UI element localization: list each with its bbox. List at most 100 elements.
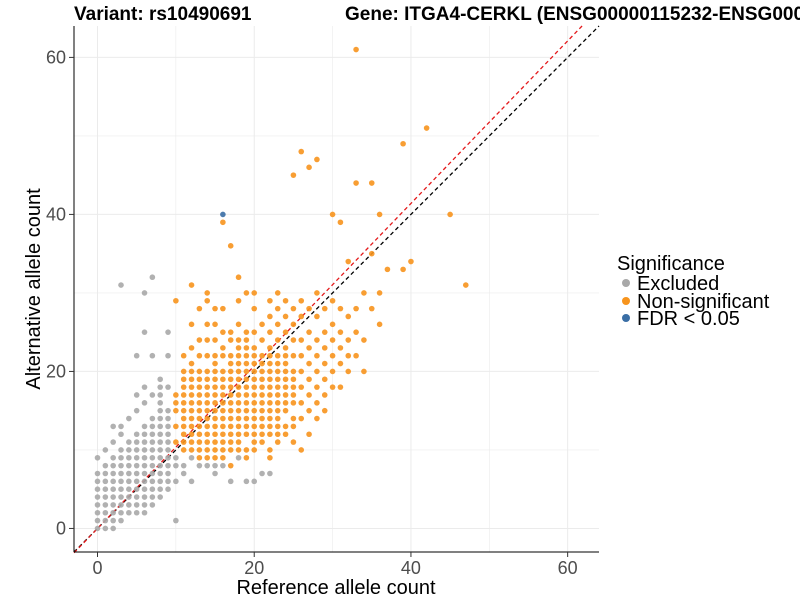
point-non-significant [243, 454, 250, 461]
point-non-significant [274, 368, 281, 375]
point-non-significant [345, 337, 352, 343]
point-non-significant [235, 376, 242, 383]
point-non-significant [173, 392, 179, 398]
point-non-significant [227, 360, 234, 367]
point-non-significant [235, 400, 242, 406]
point-excluded [157, 462, 163, 469]
point-non-significant [314, 337, 320, 343]
point-non-significant [243, 345, 250, 351]
point-non-significant [259, 423, 265, 430]
point-excluded [157, 447, 163, 453]
point-non-significant [235, 415, 242, 422]
y-tick-label: 60 [46, 47, 66, 67]
point-non-significant [220, 329, 226, 335]
point-non-significant [235, 297, 242, 304]
point-non-significant [180, 400, 187, 406]
point-non-significant [314, 384, 320, 390]
point-non-significant [274, 439, 281, 445]
point-non-significant [329, 384, 336, 390]
point-non-significant [251, 290, 258, 296]
point-non-significant [267, 454, 273, 461]
point-excluded [173, 454, 179, 461]
point-non-significant [251, 352, 258, 359]
point-non-significant [361, 337, 367, 343]
point-excluded [165, 352, 171, 359]
point-non-significant [173, 423, 179, 430]
point-non-significant [212, 368, 218, 375]
point-non-significant [259, 407, 265, 414]
point-non-significant [204, 337, 211, 343]
point-excluded [133, 447, 140, 453]
point-non-significant [220, 454, 226, 461]
point-excluded [118, 423, 124, 430]
point-excluded [149, 502, 156, 508]
point-non-significant [235, 431, 242, 438]
point-non-significant [196, 305, 203, 312]
point-excluded [126, 454, 132, 461]
point-non-significant [274, 321, 281, 328]
legend-entry-non-significant: Non-significant [622, 291, 770, 313]
point-non-significant [259, 376, 265, 383]
point-non-significant [188, 447, 195, 453]
point-non-significant [204, 352, 211, 359]
point-non-significant [314, 368, 320, 375]
x-tick-label: 40 [401, 558, 421, 578]
point-non-significant [345, 258, 352, 265]
legend-label-fdr: FDR < 0.05 [637, 308, 740, 330]
point-excluded [157, 376, 163, 383]
point-non-significant [235, 423, 242, 430]
point-excluded [157, 392, 163, 398]
chart-title-variant: Variant: rs10490691 [74, 4, 252, 25]
point-non-significant [227, 407, 234, 414]
point-non-significant [337, 329, 344, 335]
point-non-significant [259, 368, 265, 375]
point-excluded [110, 423, 116, 430]
point-non-significant [196, 415, 203, 422]
point-non-significant [204, 368, 211, 375]
point-non-significant [212, 360, 218, 367]
point-non-significant [282, 392, 289, 398]
point-non-significant [212, 384, 218, 390]
x-axis-title: Reference allele count [236, 577, 435, 599]
point-non-significant [235, 352, 242, 359]
point-excluded [141, 423, 148, 430]
point-excluded [149, 352, 156, 359]
point-non-significant [227, 447, 234, 453]
point-non-significant [329, 297, 336, 304]
point-non-significant [259, 431, 265, 438]
point-non-significant [267, 407, 273, 414]
point-excluded [110, 509, 116, 516]
point-non-significant [306, 329, 312, 335]
point-non-significant [204, 392, 211, 398]
point-non-significant [227, 337, 234, 343]
y-axis-title: Alternative allele count [23, 188, 45, 390]
point-non-significant [282, 384, 289, 390]
point-non-significant [267, 368, 273, 375]
point-non-significant [282, 329, 289, 335]
point-non-significant [306, 431, 312, 438]
point-non-significant [274, 431, 281, 438]
point-non-significant [462, 282, 469, 288]
point-non-significant [196, 407, 203, 414]
legend-key-non-significant [622, 297, 630, 305]
point-excluded [157, 384, 163, 390]
legend-key-excluded [622, 279, 630, 287]
point-excluded [149, 454, 156, 461]
point-excluded [157, 439, 163, 445]
point-excluded [102, 525, 109, 532]
point-non-significant [220, 439, 226, 445]
point-non-significant [173, 297, 179, 304]
point-excluded [133, 494, 140, 500]
point-non-significant [267, 415, 273, 422]
point-non-significant [267, 431, 273, 438]
point-non-significant [180, 368, 187, 375]
point-non-significant [180, 447, 187, 453]
point-non-significant [290, 172, 297, 178]
point-non-significant [306, 360, 312, 367]
point-non-significant [290, 305, 297, 312]
point-non-significant [361, 368, 367, 375]
point-non-significant [251, 345, 258, 351]
point-excluded [227, 478, 234, 485]
point-excluded [141, 462, 148, 469]
point-non-significant [243, 337, 250, 343]
